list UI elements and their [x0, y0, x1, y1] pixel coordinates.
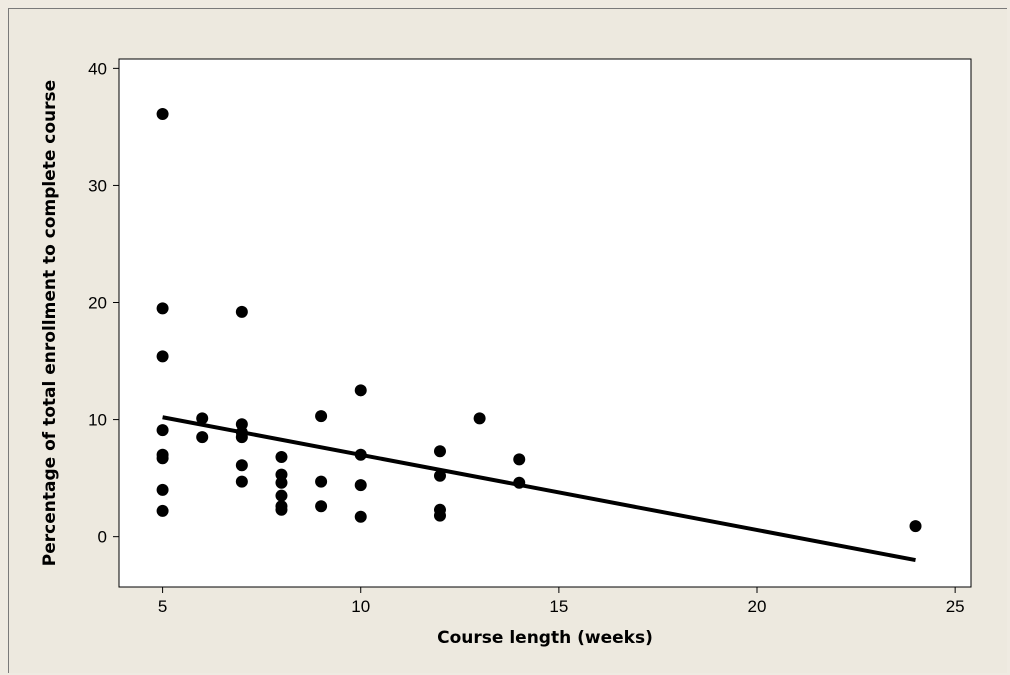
data-point [196, 412, 209, 425]
x-tick-label: 15 [549, 597, 568, 616]
data-point [275, 476, 288, 489]
data-point [315, 500, 328, 513]
data-point [909, 520, 922, 533]
data-point [196, 431, 209, 444]
data-point [275, 489, 288, 502]
data-point [235, 475, 248, 488]
chart-figure: 5 10 15 20 25 0 10 20 30 40 Course length (weeks)… [8, 8, 1007, 673]
data-point [433, 469, 446, 482]
data-point [513, 453, 526, 466]
x-tick-label: 25 [946, 597, 965, 616]
data-point [433, 509, 446, 522]
data-point [354, 384, 367, 397]
plot-area [118, 58, 972, 588]
y-tick-label: 40 [88, 59, 107, 78]
y-tick-label: 0 [98, 528, 107, 547]
data-point [156, 424, 169, 437]
y-tick-label: 20 [88, 294, 107, 313]
data-point [275, 503, 288, 516]
data-point [235, 459, 248, 472]
scatter-chart: 5 10 15 20 25 0 10 20 30 40 Course length (weeks)… [40, 58, 972, 648]
data-point [156, 452, 169, 465]
data-point [315, 475, 328, 488]
x-tick-label: 5 [158, 597, 167, 616]
x-axis-title: Course length (weeks) [437, 628, 653, 648]
data-point [156, 504, 169, 517]
y-tick-label: 30 [88, 176, 107, 195]
y-axis-title: Percentage of total enrollment to comple… [40, 80, 60, 566]
data-point [156, 108, 169, 121]
x-tick-label: 10 [351, 597, 370, 616]
data-point [156, 302, 169, 315]
data-point [156, 350, 169, 363]
data-point [433, 445, 446, 458]
data-point [354, 510, 367, 523]
data-point [354, 479, 367, 492]
regression-line [162, 415, 916, 563]
data-point [275, 451, 288, 464]
data-point [235, 305, 248, 318]
data-point [156, 483, 169, 496]
data-point [473, 412, 486, 425]
x-tick-label: 20 [748, 597, 767, 616]
y-tick-label: 10 [88, 411, 107, 430]
data-point [315, 410, 328, 423]
